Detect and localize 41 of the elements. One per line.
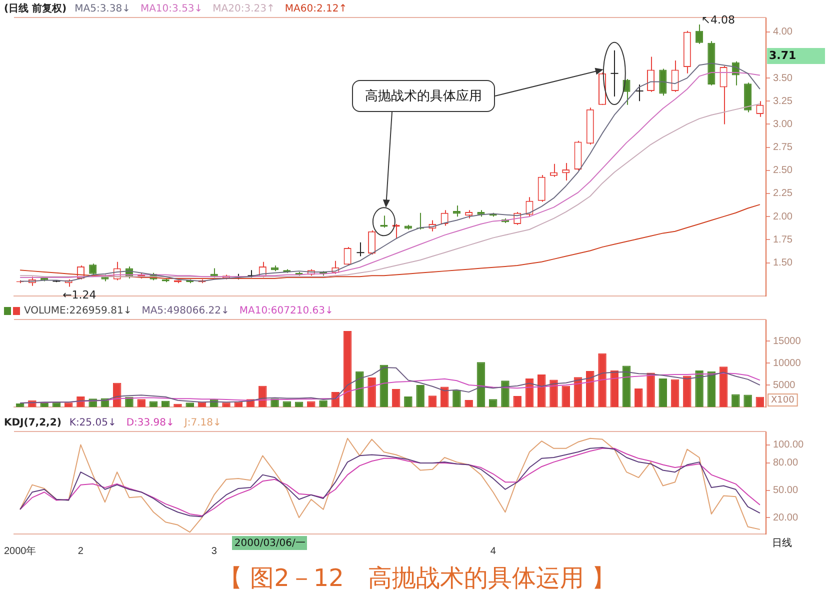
- chart-title: (日线 前复权): [4, 2, 67, 15]
- x-tick-label: 4: [490, 546, 496, 557]
- y-tick-label: 20.00: [773, 512, 798, 524]
- y-tick-label: 3.25: [773, 96, 793, 107]
- y-axis-title: X100: [771, 395, 795, 406]
- annotation: ←1.24: [62, 288, 96, 302]
- text: 【 图2－12 高抛战术的具体运用 】: [217, 563, 617, 594]
- text: 3.71: [769, 48, 796, 62]
- text: D:33.98↓: [126, 418, 174, 429]
- y-tick-label: 15000: [773, 336, 802, 347]
- y-tick-label: 2.75: [773, 142, 793, 154]
- text: K:25.05↓: [69, 418, 116, 429]
- y-tick-label: 50.00: [773, 485, 798, 496]
- x-tick-label: 2: [78, 546, 84, 557]
- text: MA20:3.23↑: [212, 4, 275, 15]
- y-tick-label: 2.00: [773, 211, 793, 222]
- text: MA5:498066.22↓: [142, 306, 230, 317]
- text: J:7.18↓: [183, 418, 222, 429]
- y-tick-label: 1.50: [773, 258, 793, 268]
- text: 2000/03/06/一: [232, 536, 308, 550]
- y-tick-label: 2.25: [773, 188, 793, 200]
- y-tick-label: 100.00: [773, 440, 804, 450]
- x-tick-label: 3: [211, 546, 218, 557]
- y-tick-label: 5000: [773, 380, 796, 391]
- chart-title: KDJ(7,2,2): [4, 418, 62, 429]
- text: MA10:607210.63↓: [239, 306, 334, 317]
- x-tick-label: 2000年: [4, 544, 36, 557]
- legend-label: VOLUME:226959.81↓: [24, 306, 132, 317]
- text: 日线: [772, 536, 792, 550]
- y-tick-label: 3.50: [773, 72, 793, 84]
- y-tick-label: 3.00: [773, 118, 793, 130]
- annotation: ↖4.08: [701, 13, 736, 26]
- y-tick-label: 10000: [773, 358, 802, 369]
- y-tick-label: 1.75: [773, 234, 793, 246]
- annotation: 高抛战术的具体应用: [352, 80, 495, 112]
- text: MA60:2.12↑: [284, 4, 348, 15]
- y-tick-label: 4.00: [773, 26, 793, 38]
- y-tick-label: 2.50: [773, 165, 793, 176]
- text: MA5:3.38↓: [74, 4, 130, 15]
- text: MA10:3.53↓: [140, 4, 203, 15]
- y-tick-label: 80.00: [773, 458, 798, 469]
